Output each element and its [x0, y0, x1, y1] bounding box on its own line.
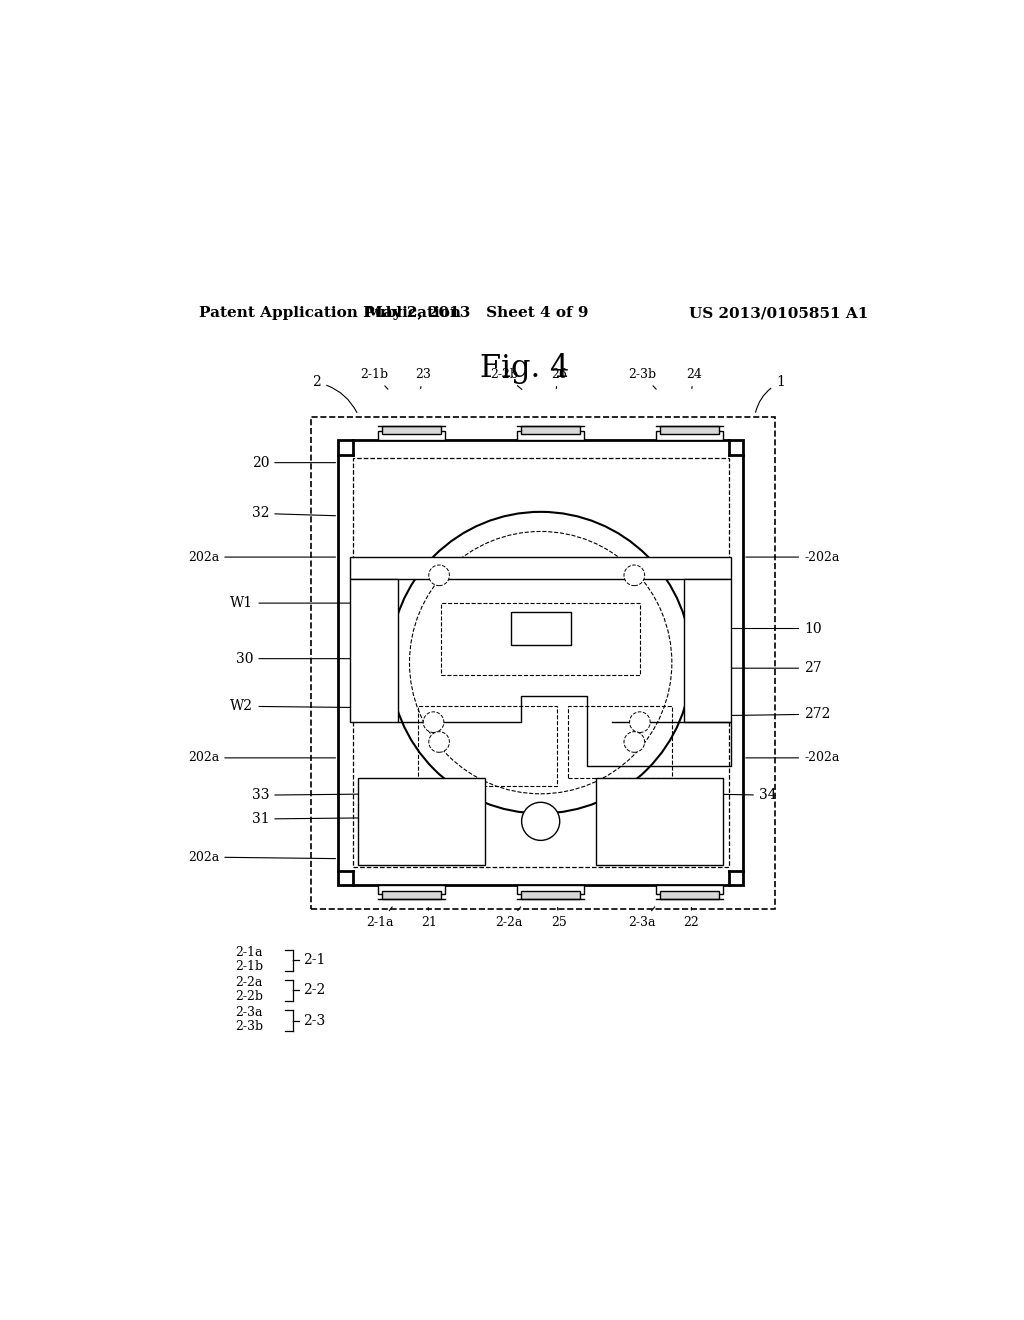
Circle shape [630, 711, 650, 733]
Bar [655, 884, 723, 895]
Text: 26: 26 [551, 368, 567, 388]
Bar [521, 426, 581, 434]
Text: W2: W2 [230, 700, 387, 713]
Circle shape [521, 803, 560, 841]
Bar [521, 891, 581, 899]
Text: 25: 25 [551, 907, 567, 929]
Text: 32: 32 [252, 507, 336, 520]
Bar [511, 612, 570, 645]
Bar [382, 891, 441, 899]
Text: 202a: 202a [188, 751, 336, 764]
Bar [382, 426, 441, 434]
Text: 2: 2 [312, 375, 357, 413]
Text: 2-1: 2-1 [303, 953, 325, 968]
Text: 33: 33 [252, 788, 411, 803]
Text: 2-1b: 2-1b [236, 960, 263, 973]
Text: W1: W1 [230, 597, 387, 610]
Text: 2-3b: 2-3b [628, 368, 656, 389]
Bar [659, 891, 719, 899]
Circle shape [390, 512, 691, 813]
Text: -202a: -202a [745, 550, 840, 564]
Text: 2-2b: 2-2b [490, 368, 522, 389]
Text: -202a: -202a [745, 751, 840, 764]
Text: Fig. 4: Fig. 4 [480, 354, 569, 384]
Text: 2-2a: 2-2a [236, 975, 262, 989]
Text: 22: 22 [684, 907, 699, 929]
Bar [418, 706, 557, 785]
Text: 2-3a: 2-3a [629, 907, 656, 929]
Text: 202a: 202a [188, 850, 336, 863]
Circle shape [429, 731, 450, 752]
Text: 2-2: 2-2 [303, 983, 325, 998]
Text: 2-1a: 2-1a [236, 946, 262, 958]
Bar [596, 777, 723, 865]
Bar [338, 441, 743, 884]
Text: 27: 27 [717, 661, 822, 676]
Bar [441, 603, 640, 675]
Text: US 2013/0105851 A1: US 2013/0105851 A1 [689, 306, 868, 321]
Bar [350, 557, 731, 579]
Text: 21: 21 [422, 907, 437, 929]
Bar [568, 706, 672, 777]
Text: 202a: 202a [188, 550, 336, 564]
Text: 10: 10 [678, 622, 822, 635]
Bar [684, 579, 731, 722]
Text: 2-2a: 2-2a [496, 907, 522, 929]
Text: 24: 24 [686, 368, 701, 388]
Text: 2-1b: 2-1b [360, 368, 388, 389]
Text: 2-1a: 2-1a [367, 907, 394, 929]
Bar [517, 884, 585, 895]
Text: 23: 23 [416, 368, 431, 388]
Text: 34: 34 [682, 788, 776, 803]
Bar [358, 777, 485, 865]
Bar [352, 458, 729, 867]
Text: May 2, 2013   Sheet 4 of 9: May 2, 2013 Sheet 4 of 9 [366, 306, 589, 321]
Bar [378, 430, 445, 441]
Text: 20: 20 [252, 455, 336, 470]
Circle shape [624, 565, 645, 586]
Text: 1: 1 [756, 375, 784, 412]
Bar [310, 417, 775, 908]
Bar [378, 884, 445, 895]
Circle shape [429, 565, 450, 586]
Bar [350, 579, 397, 722]
Bar [517, 430, 585, 441]
Text: 31: 31 [252, 812, 411, 826]
Text: 2-3: 2-3 [303, 1014, 325, 1027]
Circle shape [624, 731, 645, 752]
Text: 2-3a: 2-3a [236, 1006, 262, 1019]
Text: 2-3b: 2-3b [236, 1020, 263, 1034]
Text: 30: 30 [236, 652, 372, 665]
Text: Patent Application Publication: Patent Application Publication [200, 306, 462, 321]
Bar [655, 430, 723, 441]
Bar [659, 426, 719, 434]
Circle shape [423, 711, 443, 733]
Text: 2-2b: 2-2b [236, 990, 263, 1003]
Text: 272: 272 [710, 708, 830, 721]
